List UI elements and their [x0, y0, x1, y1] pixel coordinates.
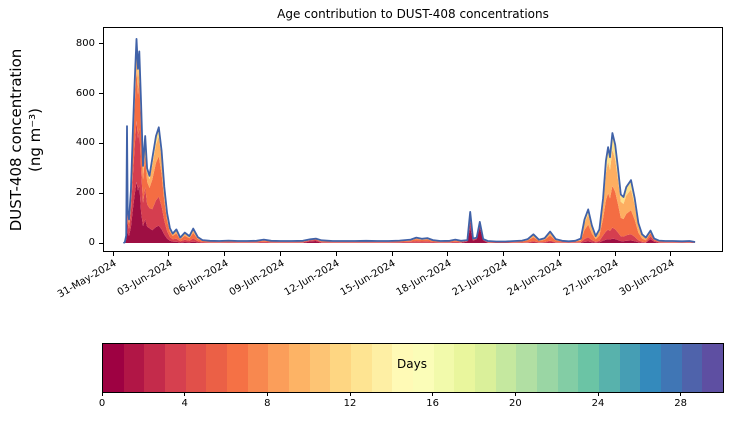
y-tick-label: 400 — [75, 137, 95, 149]
colorbar-segment — [330, 344, 352, 392]
x-tick-mark — [391, 252, 393, 256]
colorbar-segment — [475, 344, 496, 392]
colorbar-segment — [247, 344, 269, 392]
colorbar-tick-mark — [184, 392, 186, 396]
colorbar-tick-label: 16 — [426, 398, 440, 409]
colorbar-segment — [227, 344, 248, 392]
colorbar-segment — [495, 344, 517, 392]
colorbar-segment — [144, 344, 166, 392]
colorbar-segment — [599, 344, 620, 392]
x-tick-mark — [224, 252, 226, 256]
colorbar-segment — [454, 344, 476, 392]
colorbar-segment — [413, 344, 434, 392]
colorbar-tick-mark — [101, 392, 103, 396]
colorbar-segment — [681, 344, 703, 392]
colorbar-segment — [537, 344, 558, 392]
plot-frame — [103, 27, 723, 252]
y-axis-label-line1: DUST-408 concentration — [7, 48, 25, 232]
colorbar-segment — [309, 344, 331, 392]
x-tick-mark — [503, 252, 505, 256]
colorbar-segment — [557, 344, 579, 392]
colorbar-segment — [165, 344, 186, 392]
colorbar-tick-label: 0 — [98, 398, 106, 409]
total-concentration-line — [122, 37, 696, 244]
colorbar-segment — [185, 344, 207, 392]
colorbar-tick-mark — [514, 392, 516, 396]
chart-title: Age contribution to DUST-408 concentrati… — [277, 7, 549, 21]
colorbar-tick-label: 20 — [508, 398, 522, 409]
colorbar-segment — [392, 344, 414, 392]
colorbar — [102, 343, 724, 393]
y-tick-label: 0 — [88, 237, 95, 249]
colorbar-tick-label: 4 — [181, 398, 188, 409]
colorbar-segment — [619, 344, 641, 392]
colorbar-segment — [516, 344, 538, 392]
colorbar-segment — [371, 344, 393, 392]
colorbar-tick-mark — [349, 392, 351, 396]
colorbar-segment — [433, 344, 455, 392]
colorbar-tick-label: 24 — [591, 398, 605, 409]
x-tick-mark — [558, 252, 560, 256]
y-tick-label: 800 — [75, 37, 95, 49]
colorbar-tick-label: 12 — [343, 398, 357, 409]
colorbar-tick-mark — [597, 392, 599, 396]
colorbar-segment — [661, 344, 682, 392]
colorbar-tick-mark — [680, 392, 682, 396]
colorbar-tick-mark — [432, 392, 434, 396]
y-tick-mark — [99, 242, 103, 244]
age-stacked-area-chart — [103, 27, 723, 252]
colorbar-segment — [351, 344, 372, 392]
y-axis-label: DUST-408 concentration (ng m⁻³) — [7, 25, 47, 255]
colorbar-segment — [289, 344, 310, 392]
colorbar-segment — [103, 344, 124, 392]
x-tick-mark — [447, 252, 449, 256]
y-tick-label: 200 — [75, 187, 95, 199]
y-axis-label-line2: (ng m⁻³) — [26, 107, 44, 173]
colorbar-tick-label: 28 — [674, 398, 688, 409]
colorbar-segment — [640, 344, 662, 392]
colorbar-tick-label: 8 — [264, 398, 271, 409]
x-tick-mark — [670, 252, 672, 256]
y-tick-mark — [99, 43, 103, 45]
x-tick-mark — [280, 252, 282, 256]
colorbar-segment — [268, 344, 290, 392]
x-tick-mark — [168, 252, 170, 256]
y-tick-mark — [99, 192, 103, 194]
colorbar-segment — [702, 344, 724, 392]
colorbar-segment — [206, 344, 228, 392]
colorbar-tick-mark — [266, 392, 268, 396]
y-tick-mark — [99, 93, 103, 95]
y-tick-label: 600 — [75, 87, 95, 99]
x-tick-mark — [614, 252, 616, 256]
colorbar-segment — [578, 344, 600, 392]
x-tick-mark — [335, 252, 337, 256]
colorbar-segment — [123, 344, 145, 392]
y-tick-mark — [99, 142, 103, 144]
x-tick-mark — [112, 252, 114, 256]
